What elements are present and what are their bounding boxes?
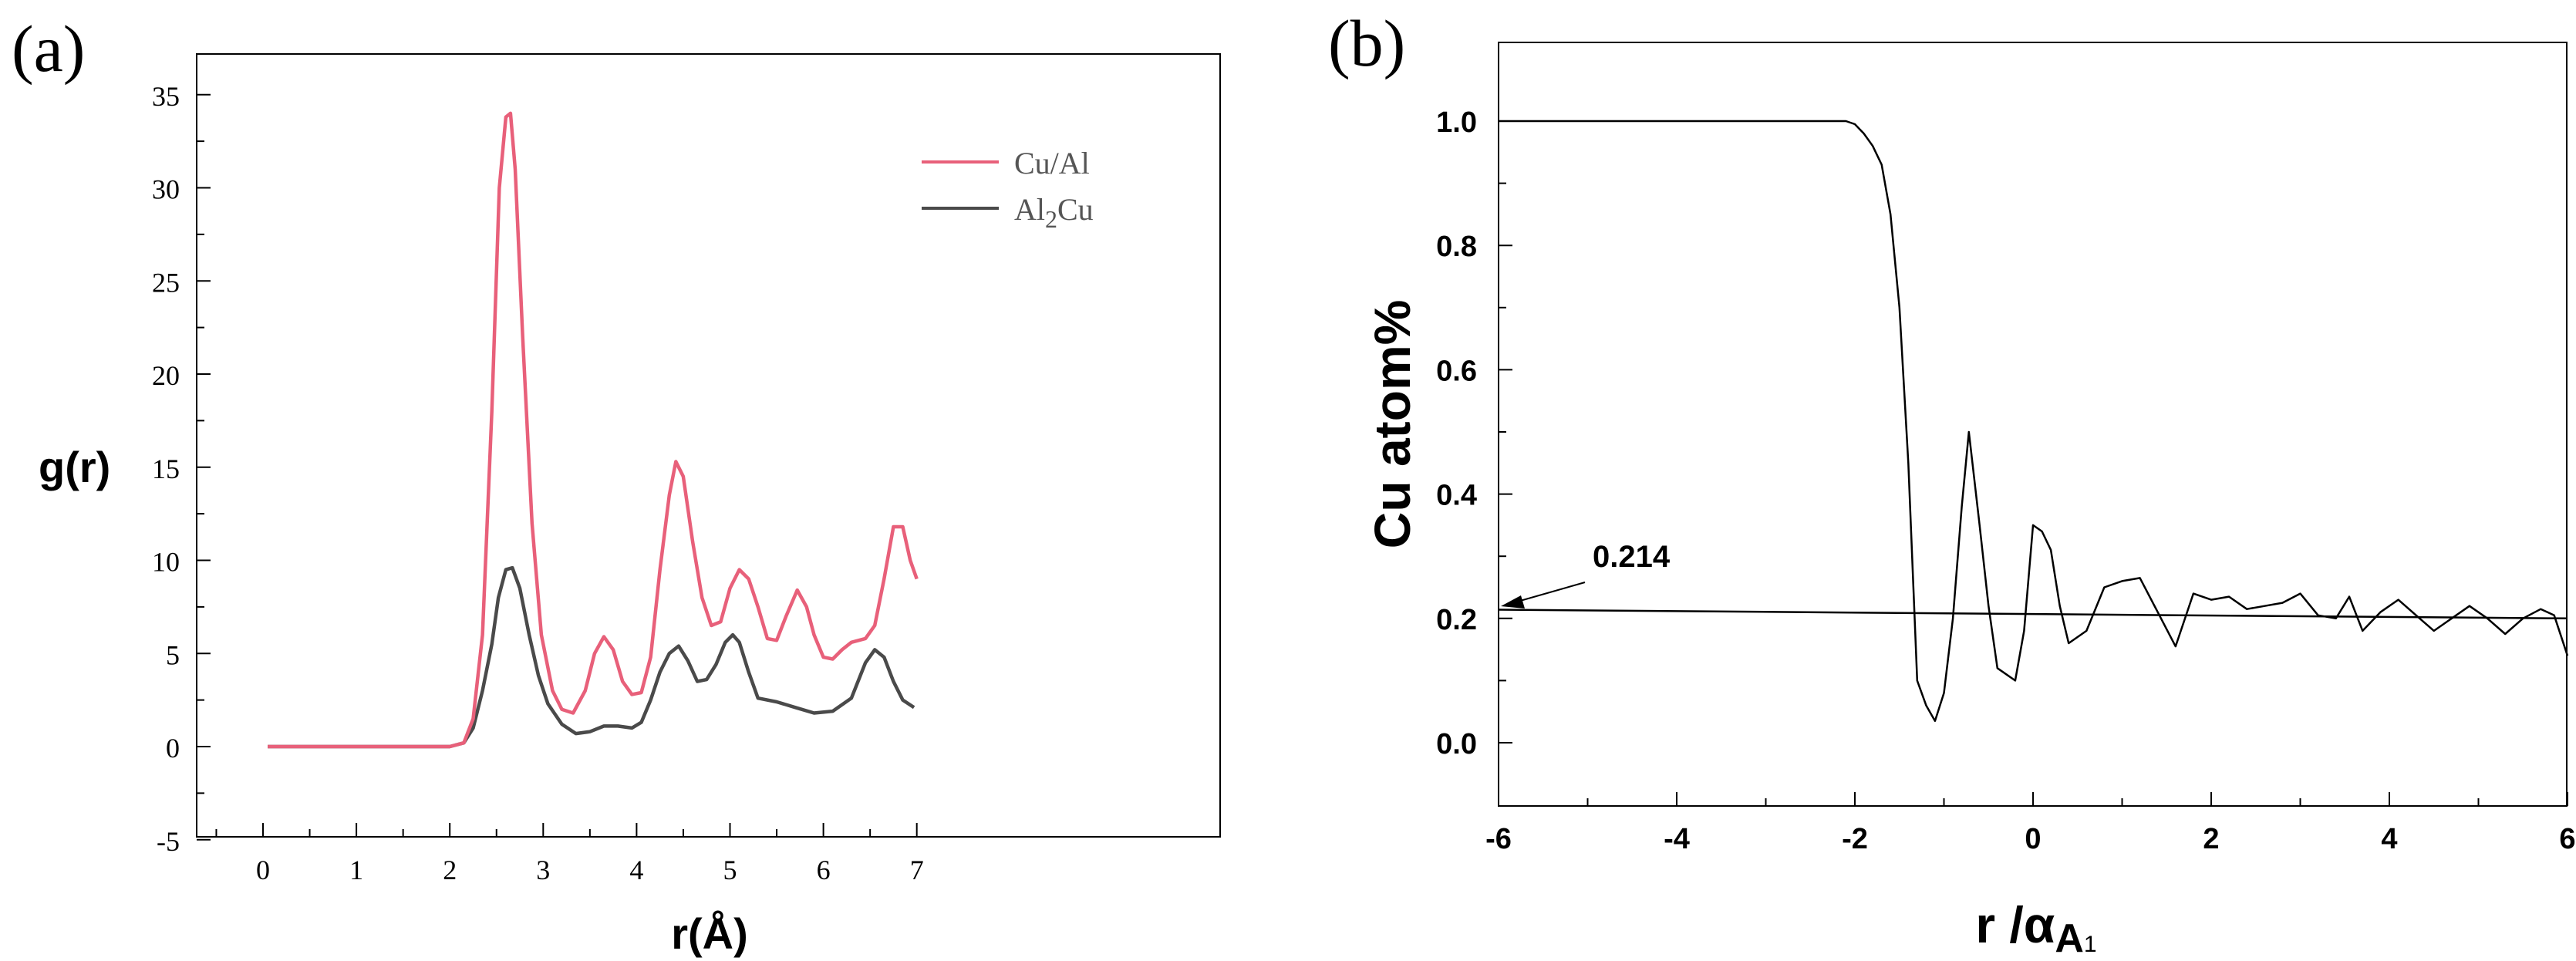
x-tick-label-b: -4 bbox=[1664, 823, 1690, 855]
y-tick-label-a: 35 bbox=[152, 81, 180, 112]
y-axis-label-b: Cu atom% bbox=[1364, 300, 1421, 549]
y-tick-label-a: 15 bbox=[152, 454, 180, 484]
y-tick-label-a: 10 bbox=[152, 547, 180, 578]
x-tick-label-a: 0 bbox=[256, 855, 270, 885]
x-tick-label-b: 0 bbox=[2025, 823, 2041, 855]
annotation-0214: 0.214 bbox=[1501, 540, 1671, 609]
y-tick-label-a: 0 bbox=[166, 733, 180, 764]
series-group-b bbox=[1498, 120, 2569, 723]
panel-label-b: (b) bbox=[1328, 6, 1405, 80]
x-tick-label-a: 7 bbox=[910, 855, 924, 885]
x-tick-label-b: 4 bbox=[2381, 823, 2397, 855]
y-tick-label-b: 0.4 bbox=[1436, 480, 1477, 512]
series-group-a bbox=[268, 111, 919, 749]
x-tick-label-b: 6 bbox=[2559, 823, 2575, 855]
x-tick-label-b: 2 bbox=[2203, 823, 2219, 855]
y-axis-label-a: g(r) bbox=[39, 443, 110, 491]
axis-ticks-b: 0.0 0.2 0.4 0.6 0.8 1.0 -6 -4 -2 0 2 4 6 bbox=[1436, 106, 2575, 855]
x-tick-label-a: 1 bbox=[349, 855, 363, 885]
y-tick-label-b: 0.2 bbox=[1436, 604, 1477, 636]
x-tick-label-a: 3 bbox=[536, 855, 550, 885]
axis-ticks-a: -5 0 5 10 15 20 25 30 35 0 1 2 3 4 5 6 7 bbox=[152, 81, 924, 885]
x-axis-label-a: r(Å) bbox=[671, 909, 748, 958]
annotation-arrowhead bbox=[1501, 595, 1525, 609]
legend-a: Cu/Al Al2Cu bbox=[922, 146, 1094, 233]
x-axis-label-b: r /αA1 bbox=[1975, 896, 2096, 961]
x-tick-label-a: 6 bbox=[817, 855, 831, 885]
legend-label-cu-al: Cu/Al bbox=[1014, 146, 1090, 180]
plot-frame-b bbox=[1498, 42, 2568, 807]
series-line-cu-atom- bbox=[1499, 120, 2569, 723]
series-line-cu-al bbox=[268, 111, 919, 749]
panel-b: (b) 0.0 0.2 0.4 0.6 0.8 1.0 -6 -4 -2 0 2 4 6 Cu atom… bbox=[1328, 6, 2576, 961]
x-tick-label-a: 2 bbox=[443, 855, 457, 885]
y-tick-label-b: 1.0 bbox=[1436, 106, 1477, 139]
y-tick-label-a: 20 bbox=[152, 360, 180, 391]
series-line-reference bbox=[1498, 609, 2568, 620]
x-tick-label-a: 4 bbox=[629, 855, 643, 885]
panel-a: (a) -5 0 5 10 15 20 25 30 35 0 1 2 3 4 5 6 7 g(r) r(Å) C… bbox=[12, 12, 1221, 958]
y-tick-label-a: 25 bbox=[152, 267, 180, 298]
y-tick-label-a: -5 bbox=[157, 826, 180, 857]
y-tick-label-a: 5 bbox=[166, 639, 180, 670]
x-tick-label-b: -6 bbox=[1485, 823, 1512, 855]
series-line-al2cu bbox=[268, 565, 915, 749]
panel-label-a: (a) bbox=[12, 12, 85, 86]
x-tick-label-b: -2 bbox=[1842, 823, 1868, 855]
y-tick-label-a: 30 bbox=[152, 174, 180, 205]
y-tick-label-b: 0.0 bbox=[1436, 728, 1477, 760]
annotation-label: 0.214 bbox=[1593, 540, 1671, 574]
x-tick-label-a: 5 bbox=[723, 855, 737, 885]
plot-frame-a bbox=[196, 53, 1221, 838]
y-tick-label-b: 0.6 bbox=[1436, 355, 1477, 387]
y-tick-label-b: 0.8 bbox=[1436, 231, 1477, 263]
legend-label-al2cu: Al2Cu bbox=[1014, 192, 1094, 233]
